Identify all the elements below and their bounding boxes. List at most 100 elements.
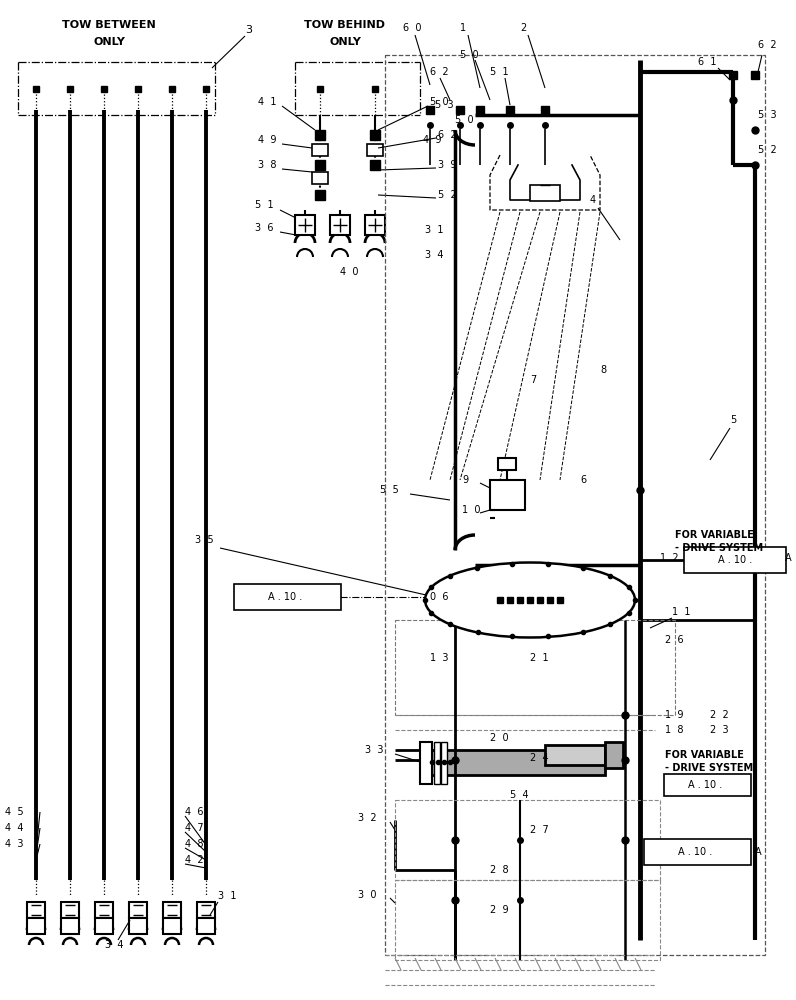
Text: 2  8: 2 8 — [490, 865, 509, 875]
Ellipse shape — [425, 562, 635, 638]
Text: 2  2: 2 2 — [710, 710, 729, 720]
FancyBboxPatch shape — [664, 774, 751, 796]
Text: 3  1: 3 1 — [218, 891, 236, 901]
Text: 4  9: 4 9 — [423, 135, 442, 145]
Text: 0  6: 0 6 — [430, 592, 448, 602]
Text: 2  0: 2 0 — [490, 733, 509, 743]
Text: 3  1: 3 1 — [425, 225, 443, 235]
Text: 2  6: 2 6 — [665, 635, 684, 645]
Text: 3  0: 3 0 — [358, 890, 377, 900]
Text: 4  0: 4 0 — [340, 267, 358, 277]
Text: 1  9: 1 9 — [665, 710, 684, 720]
Bar — [27, 902, 45, 918]
Text: 5  3: 5 3 — [435, 100, 454, 110]
Text: 2: 2 — [520, 23, 526, 33]
Text: 4  8: 4 8 — [185, 839, 204, 849]
Bar — [395, 800, 660, 880]
Text: TOW BEHIND: TOW BEHIND — [305, 20, 385, 30]
Text: 5: 5 — [730, 415, 736, 425]
Text: 4  5: 4 5 — [5, 807, 24, 817]
Bar — [490, 480, 525, 510]
Text: 5  3: 5 3 — [758, 110, 777, 120]
Text: 6  0: 6 0 — [403, 23, 422, 33]
Bar — [490, 588, 570, 613]
Text: 4  3: 4 3 — [5, 839, 24, 849]
Text: 5  0: 5 0 — [460, 50, 478, 60]
Bar — [27, 918, 45, 934]
Bar — [434, 742, 440, 784]
Text: 8: 8 — [600, 365, 606, 375]
Text: - DRIVE SYSTEM: - DRIVE SYSTEM — [665, 763, 753, 773]
Bar — [441, 742, 447, 784]
Text: 3  8: 3 8 — [258, 160, 276, 170]
Bar — [530, 185, 560, 201]
Text: 3  4: 3 4 — [105, 940, 123, 950]
Bar — [367, 144, 383, 156]
Text: FOR VARIABLE: FOR VARIABLE — [675, 530, 754, 540]
Text: 2  4: 2 4 — [530, 753, 548, 763]
Text: 4  4: 4 4 — [5, 823, 24, 833]
Bar — [395, 880, 660, 960]
Text: 1  1: 1 1 — [672, 607, 690, 617]
Bar — [95, 902, 113, 918]
Bar — [95, 918, 113, 934]
Bar — [365, 215, 385, 235]
Bar — [385, 55, 765, 955]
Text: 2  9: 2 9 — [490, 905, 509, 915]
Text: - DRIVE SYSTEM: - DRIVE SYSTEM — [675, 543, 763, 553]
Text: 5  4: 5 4 — [510, 790, 529, 800]
FancyBboxPatch shape — [684, 547, 786, 573]
Bar — [330, 215, 350, 235]
Bar — [295, 215, 315, 235]
Bar — [312, 144, 328, 156]
Text: A . 10 .: A . 10 . — [688, 780, 722, 790]
Text: 4: 4 — [590, 195, 596, 205]
Text: 2  3: 2 3 — [710, 725, 728, 735]
Bar — [163, 902, 181, 918]
Text: 3  4: 3 4 — [425, 250, 443, 260]
Bar — [163, 918, 181, 934]
Bar — [425, 750, 605, 775]
Text: 4  9: 4 9 — [258, 135, 276, 145]
Text: 5  1: 5 1 — [490, 67, 509, 77]
Text: 6: 6 — [580, 475, 586, 485]
Text: A . 10 .: A . 10 . — [718, 555, 752, 565]
Text: A . 10 .: A . 10 . — [678, 847, 712, 857]
Text: 5  0: 5 0 — [430, 97, 449, 107]
Text: 7: 7 — [530, 375, 537, 385]
Text: 3  9: 3 9 — [438, 160, 456, 170]
Text: 6  1: 6 1 — [698, 57, 716, 67]
Bar — [61, 902, 79, 918]
Text: A: A — [755, 847, 762, 857]
Text: 6  2: 6 2 — [758, 40, 777, 50]
Bar — [545, 745, 605, 765]
Text: 3  6: 3 6 — [255, 223, 274, 233]
Text: 1  0: 1 0 — [462, 505, 481, 515]
Text: 5  2: 5 2 — [758, 145, 777, 155]
Bar — [605, 742, 623, 768]
Bar — [498, 458, 516, 470]
Text: 5  1: 5 1 — [255, 200, 274, 210]
Bar — [420, 742, 432, 784]
Text: 4  7: 4 7 — [185, 823, 204, 833]
Bar — [129, 918, 147, 934]
Text: TOW BETWEEN: TOW BETWEEN — [62, 20, 156, 30]
Bar — [197, 918, 215, 934]
Bar — [61, 918, 79, 934]
Text: 9: 9 — [462, 475, 468, 485]
Text: 2  7: 2 7 — [530, 825, 548, 835]
Text: 3  3: 3 3 — [365, 745, 384, 755]
Bar — [312, 172, 328, 184]
Text: 6  2: 6 2 — [430, 67, 449, 77]
Text: 5  5: 5 5 — [380, 485, 399, 495]
Text: 5  0: 5 0 — [455, 115, 474, 125]
Text: 4  6: 4 6 — [185, 807, 204, 817]
Bar — [395, 620, 675, 715]
Text: 3  2: 3 2 — [358, 813, 377, 823]
Text: 1: 1 — [460, 23, 466, 33]
Text: 1  2: 1 2 — [660, 553, 679, 563]
Text: ONLY: ONLY — [93, 37, 125, 47]
Text: A: A — [785, 553, 792, 563]
FancyBboxPatch shape — [234, 584, 341, 610]
Text: 1  3: 1 3 — [430, 653, 448, 663]
